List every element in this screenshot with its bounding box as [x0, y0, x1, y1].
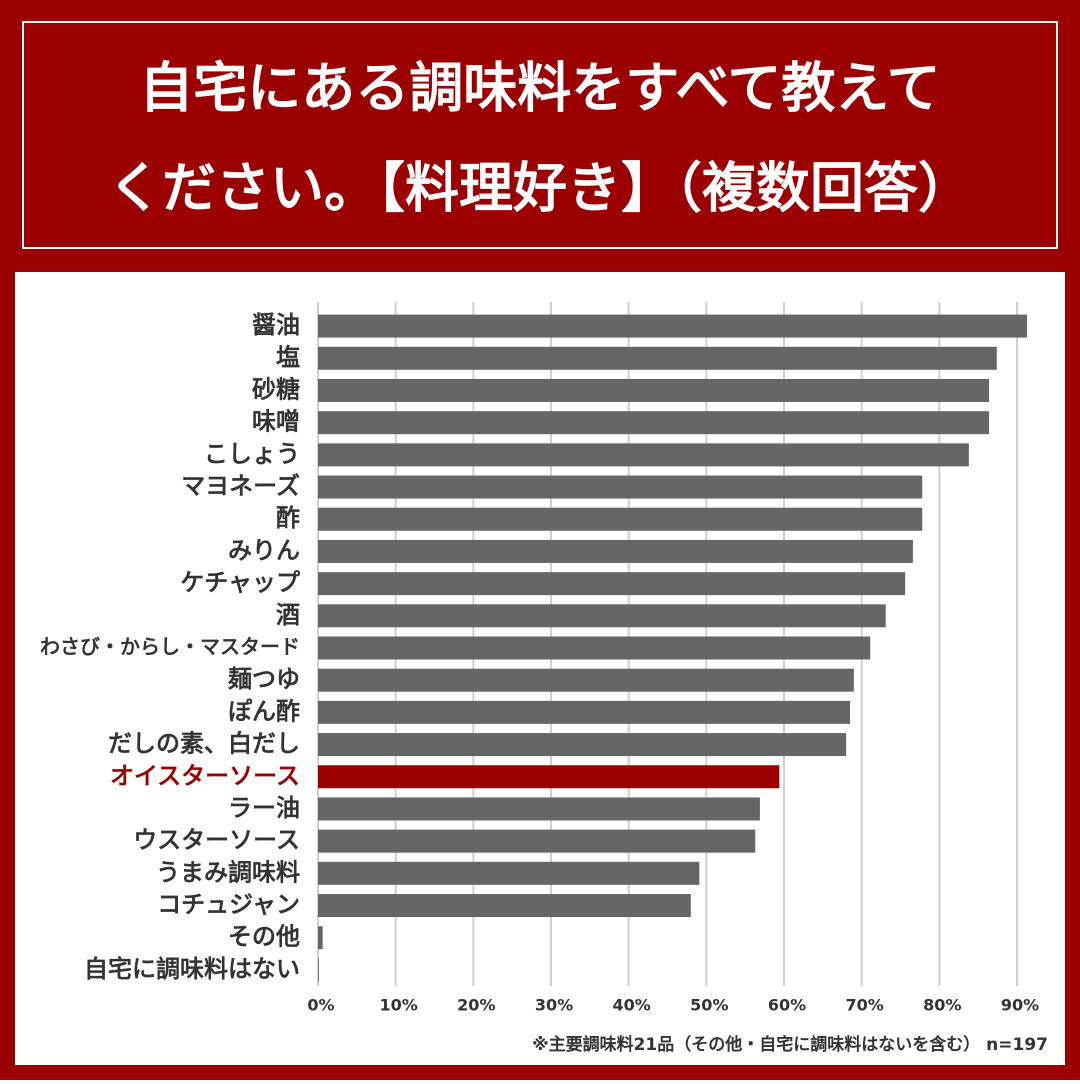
x-tick-label: 30% [535, 996, 573, 1015]
y-tick-label: 塩 [276, 343, 300, 371]
bar [318, 572, 906, 596]
bar [318, 926, 323, 950]
bar [318, 507, 923, 531]
x-tick-label: 70% [846, 996, 884, 1015]
y-tick-label: オイスターソース [110, 762, 300, 790]
bar [318, 475, 923, 499]
x-tick-label: 50% [690, 996, 728, 1015]
bar [318, 539, 913, 563]
y-tick-label: マヨネーズ [181, 472, 300, 500]
x-tick-label: 20% [457, 996, 495, 1015]
y-tick-label: みりん [228, 536, 300, 564]
y-tick-label: だしの素、白だし [108, 730, 300, 758]
chart-title: 自宅にある調味料をすべて教えて [139, 57, 940, 120]
y-tick-label: うまみ調味料 [156, 858, 300, 886]
bar [318, 894, 691, 918]
x-tick-label: 60% [768, 996, 806, 1015]
bar [318, 958, 319, 982]
x-tick-label: 90% [1001, 996, 1039, 1015]
bar [318, 733, 847, 757]
bar [318, 346, 997, 370]
bar [318, 411, 990, 435]
bar [318, 378, 990, 402]
bar [318, 765, 780, 789]
y-tick-label: 自宅に調味料はない [84, 955, 300, 983]
y-tick-label: 麺つゆ [227, 665, 300, 693]
y-tick-label: コチュジャン [157, 891, 300, 919]
bar [318, 829, 756, 853]
footnote: ※主要調味料21品（その他・自宅に調味料はないを含む） n=197 [532, 1034, 1048, 1055]
plot-panel [15, 272, 1065, 1065]
x-tick-label: 0% [307, 996, 334, 1015]
y-tick-label: 醤油 [252, 311, 300, 339]
y-tick-label: 酢 [276, 504, 300, 532]
y-tick-label: ウスターソース [133, 826, 300, 854]
y-tick-label: こしょう [204, 440, 300, 468]
bar [318, 604, 886, 628]
y-tick-label: ぽん酢 [228, 697, 300, 725]
y-tick-label: わさび・からし・マスタード [40, 635, 300, 659]
bar [318, 700, 851, 724]
bar [318, 668, 854, 692]
y-tick-label: 酒 [276, 601, 300, 629]
x-tick-label: 80% [923, 996, 961, 1015]
x-tick-label: 40% [613, 996, 651, 1015]
y-tick-label: 砂糖 [252, 375, 300, 403]
bar [318, 314, 1028, 338]
x-tick-label: 10% [380, 996, 418, 1015]
y-tick-label: ラー油 [228, 794, 300, 822]
bar [318, 797, 760, 821]
bar [318, 636, 871, 660]
y-tick-label: 味噌 [252, 408, 300, 436]
y-tick-label: その他 [228, 923, 300, 951]
bar [318, 443, 969, 467]
bar [318, 861, 700, 885]
chart-title: ください。【料理好き】（複数回答） [108, 157, 972, 220]
y-tick-label: ケチャップ [180, 569, 301, 597]
title-frame [22, 21, 1058, 249]
